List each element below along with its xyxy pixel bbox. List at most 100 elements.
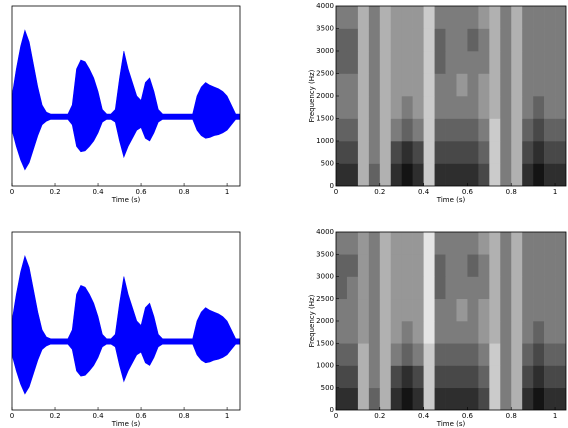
spectrogram-cell: [346, 276, 359, 300]
spectrogram-cell: [544, 73, 556, 97]
spectrogram-cell: [445, 365, 457, 389]
spectrogram-cell: [544, 141, 556, 164]
spectrogram-cell: [412, 387, 424, 410]
spectrogram-cell: [489, 387, 501, 410]
spectrogram-cell: [368, 141, 381, 164]
spectrogram-cell: [336, 118, 348, 142]
spectrogram-cell: [412, 141, 424, 164]
spectrogram-cell: [336, 73, 348, 97]
spectrogram-cell: [445, 51, 457, 74]
spectrogram-cell: [445, 276, 457, 300]
spectrogram-cell: [412, 51, 424, 74]
spectrogram-cell: [445, 321, 457, 344]
spectrogram-cell: [456, 96, 468, 119]
spectrogram-cell: [533, 298, 545, 322]
spectrogram-cell: [445, 387, 457, 410]
spectrogram-cell: [511, 254, 523, 277]
spectrogram-cell: [390, 232, 403, 255]
x-tick-label: 0.6: [135, 188, 147, 196]
x-tick-label: 0.8: [506, 188, 517, 196]
spectrogram-cell: [401, 298, 413, 322]
spectrogram-cell: [489, 343, 501, 366]
spectrogram-cell: [533, 28, 545, 52]
x-tick-label: 1: [225, 188, 229, 196]
spectrogram-cell: [467, 321, 479, 344]
axes-box: [335, 231, 567, 411]
spectrogram-cell: [544, 365, 556, 389]
spectrogram-cell: [390, 73, 403, 97]
spectrogram-cell: [390, 343, 403, 366]
spectrogram-cell: [511, 276, 523, 300]
spectrogram-cell: [390, 254, 403, 277]
spectrogram-cell: [379, 51, 392, 74]
spectrogram-cell: [434, 96, 446, 119]
spectrogram-cell: [489, 51, 501, 74]
spectrogram-cell: [445, 163, 457, 186]
y-tick-label: 500: [321, 160, 334, 168]
x-tick-label: 1: [553, 188, 557, 196]
spectrogram-cell: [489, 96, 501, 119]
spectrogram-cell: [379, 298, 392, 322]
spectrogram-cell: [456, 141, 468, 164]
spectrogram-cell: [423, 254, 435, 277]
spectrogram-cell: [555, 28, 566, 52]
spectrogram-cell: [412, 254, 424, 277]
spectrogram-cell: [357, 254, 370, 277]
spectrogram-cell: [401, 163, 413, 186]
spectrogram-cell: [522, 232, 534, 255]
spectrogram-cell: [434, 28, 446, 52]
spectrogram-cell: [445, 343, 457, 366]
spectrogram-cell: [500, 51, 512, 74]
spectrogram-cell: [456, 6, 468, 29]
spectrogram-cell: [401, 343, 413, 366]
spectrogram-cell: [445, 232, 457, 255]
y-tick-label: 2500: [316, 295, 334, 303]
x-tick-label: 0.4: [418, 188, 430, 196]
spectrogram-cell: [390, 6, 403, 29]
spectrogram-cell: [423, 321, 435, 344]
spectrogram-cell: [478, 232, 490, 255]
spectrogram-cell: [379, 232, 392, 255]
spectrogram-cell: [401, 365, 413, 389]
waveform-area: [12, 29, 240, 171]
spectrogram-cell: [533, 321, 545, 344]
y-axis-label: Frequency (Hz): [308, 69, 316, 122]
spectrogram-cell: [379, 321, 392, 344]
spectrogram-cell: [511, 6, 523, 29]
spectrogram-cell: [336, 6, 348, 29]
spectrogram-cell: [555, 163, 566, 186]
spectrogram-cell: [357, 73, 370, 97]
spectrogram-cell: [434, 365, 446, 389]
spectrogram-cell: [346, 28, 359, 52]
spectrogram-cell: [368, 232, 381, 255]
spectrogram-cell: [533, 276, 545, 300]
x-tick-label: 0.2: [49, 188, 60, 196]
spectrogram-cell: [555, 365, 566, 389]
spectrogram-cell: [522, 298, 534, 322]
spectrogram-cell: [478, 254, 490, 277]
x-tick-label: 0: [334, 188, 338, 196]
spectrogram-cell: [555, 298, 566, 322]
y-tick-label: 2000: [316, 317, 334, 325]
spectrogram-cell: [379, 28, 392, 52]
spectrogram-cell: [379, 254, 392, 277]
spectrogram-cell: [401, 141, 413, 164]
spectrogram-cell: [500, 232, 512, 255]
spectrogram-cell: [467, 163, 479, 186]
x-tick-label: 0.6: [462, 412, 474, 420]
x-tick-label: 0.4: [418, 412, 430, 420]
spectrogram-cell: [467, 365, 479, 389]
spectrogram-cell: [456, 232, 468, 255]
x-axis-label: Time (s): [111, 420, 141, 428]
spectrogram-cell: [401, 51, 413, 74]
x-tick-label: 0.4: [92, 412, 104, 420]
spectrogram-cell: [412, 298, 424, 322]
spectrogram-cell: [401, 6, 413, 29]
spectrogram-cell: [456, 254, 468, 277]
spectrogram-cell: [500, 365, 512, 389]
spectrogram-cell: [357, 118, 370, 142]
spectrogram-cell: [412, 232, 424, 255]
spectrogram-cell: [511, 163, 523, 186]
spectrogram-cell: [500, 254, 512, 277]
